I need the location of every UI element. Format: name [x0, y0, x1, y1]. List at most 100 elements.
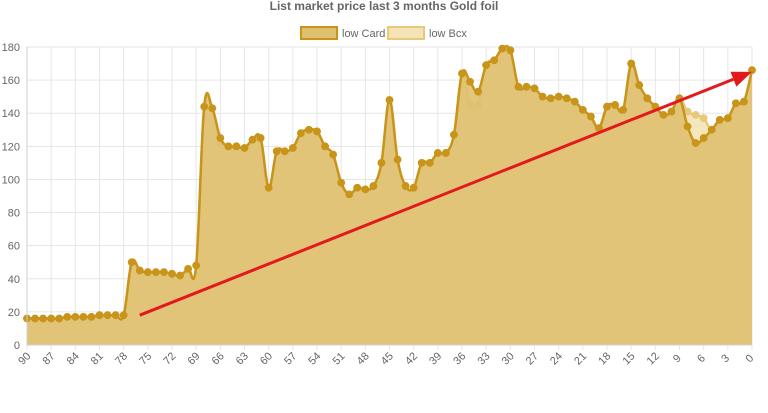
- chart-legend[interactable]: low Card low Bcx: [300, 26, 467, 40]
- x-tick-label: 57: [282, 350, 299, 367]
- low-card-point: [369, 182, 378, 190]
- low-card-point: [248, 135, 257, 144]
- low-card-point: [176, 271, 184, 280]
- low-card-point: [111, 311, 120, 320]
- low-card-point: [627, 59, 636, 68]
- low-card-point: [385, 96, 394, 104]
- low-card-point: [393, 155, 402, 164]
- legend-label: low Card: [342, 28, 385, 40]
- low-card-point: [160, 268, 168, 277]
- low-card-point: [699, 134, 708, 142]
- low-card-point: [192, 261, 201, 270]
- low-card-point: [659, 110, 668, 119]
- low-card-point: [417, 158, 426, 167]
- x-tick-label: 48: [355, 350, 372, 367]
- low-card-point: [458, 69, 466, 78]
- low-card-point: [321, 142, 329, 151]
- low-card-point: [538, 92, 547, 101]
- chart-title: List market price last 3 months Gold foi…: [270, 0, 499, 13]
- y-tick-label: 120: [2, 141, 20, 153]
- trend-arrow-line: [139, 77, 734, 317]
- y-tick-label: 160: [2, 75, 20, 87]
- y-tick-label: 80: [8, 208, 20, 220]
- low-card-point: [47, 314, 56, 323]
- x-tick-label: 90: [16, 350, 33, 367]
- low-card-point: [578, 106, 587, 114]
- low-card-point: [506, 46, 515, 55]
- low-card-point: [87, 312, 96, 321]
- trend-arrow-head: [730, 71, 752, 87]
- low-card-point: [731, 99, 740, 108]
- x-tick-label: 72: [161, 350, 178, 367]
- low-card-point: [377, 158, 386, 167]
- low-card-point: [635, 81, 644, 89]
- low-card-point: [433, 149, 442, 157]
- low-card-point: [79, 312, 88, 321]
- x-tick-label: 18: [596, 350, 613, 367]
- low-card-point: [224, 142, 233, 151]
- legend-label: low Bcx: [429, 28, 467, 40]
- y-tick-label: 140: [2, 108, 20, 120]
- low-card-point: [288, 144, 297, 152]
- x-tick-label: 24: [548, 350, 565, 367]
- low-card-point: [723, 114, 732, 123]
- y-tick-label: 40: [8, 274, 20, 286]
- x-tick-label: 78: [113, 350, 130, 367]
- low-card-point: [546, 94, 555, 103]
- low-card-point: [603, 102, 611, 111]
- low-card-point: [337, 178, 346, 187]
- low-card-point: [119, 311, 128, 320]
- low-card-point: [143, 268, 152, 277]
- legend-swatch: [300, 26, 338, 40]
- x-tick-label: 87: [40, 350, 57, 367]
- x-tick-label: 51: [330, 350, 347, 367]
- low-card-point: [31, 314, 39, 323]
- low-card-point: [643, 94, 652, 103]
- low-card-point: [256, 134, 265, 142]
- low-card-point: [353, 183, 362, 192]
- legend-swatch: [387, 26, 425, 40]
- legend-item-low-bcx[interactable]: low Bcx: [387, 26, 467, 40]
- low-card-point: [103, 311, 112, 320]
- x-tick-label: 60: [258, 350, 275, 367]
- low-card-point: [715, 115, 724, 124]
- low-card-point: [184, 264, 193, 273]
- x-tick-label: 15: [620, 350, 637, 367]
- x-tick-label: 33: [475, 350, 492, 367]
- y-tick-label: 0: [14, 340, 20, 352]
- low-card-point: [530, 84, 539, 93]
- low-card-point: [232, 142, 241, 151]
- low-card-point: [280, 147, 289, 156]
- low-card-point: [95, 311, 104, 320]
- low-card-point: [522, 82, 531, 91]
- x-tick-label: 81: [89, 350, 106, 367]
- low-bcx-point: [691, 110, 700, 119]
- x-tick-label: 45: [379, 350, 396, 367]
- low-card-point: [168, 269, 176, 278]
- x-tick-label: 84: [65, 350, 82, 367]
- x-tick-label: 42: [403, 350, 420, 367]
- low-card-point: [683, 122, 692, 131]
- low-card-point: [151, 268, 160, 277]
- x-tick-label: 0: [743, 352, 756, 365]
- low-card-point: [619, 106, 628, 114]
- x-tick-label: 36: [451, 350, 468, 367]
- x-tick-label: 54: [306, 350, 323, 367]
- x-tick-label: 39: [427, 350, 444, 367]
- low-card-point: [482, 61, 491, 70]
- x-tick-label: 75: [137, 350, 154, 367]
- low-card-point: [425, 158, 434, 167]
- trend-annotation: [139, 71, 752, 317]
- low-card-point: [272, 147, 281, 156]
- x-tick-label: 30: [500, 350, 517, 367]
- low-card-point: [514, 82, 523, 91]
- legend-item-low-card[interactable]: low Card: [300, 26, 385, 40]
- x-tick-label: 69: [185, 350, 202, 367]
- low-card-point: [329, 150, 338, 159]
- low-bcx-point: [699, 114, 708, 123]
- low-card-point: [216, 134, 225, 142]
- low-card-point: [135, 266, 144, 275]
- low-card-point: [127, 258, 136, 267]
- series-low-card: [23, 44, 756, 345]
